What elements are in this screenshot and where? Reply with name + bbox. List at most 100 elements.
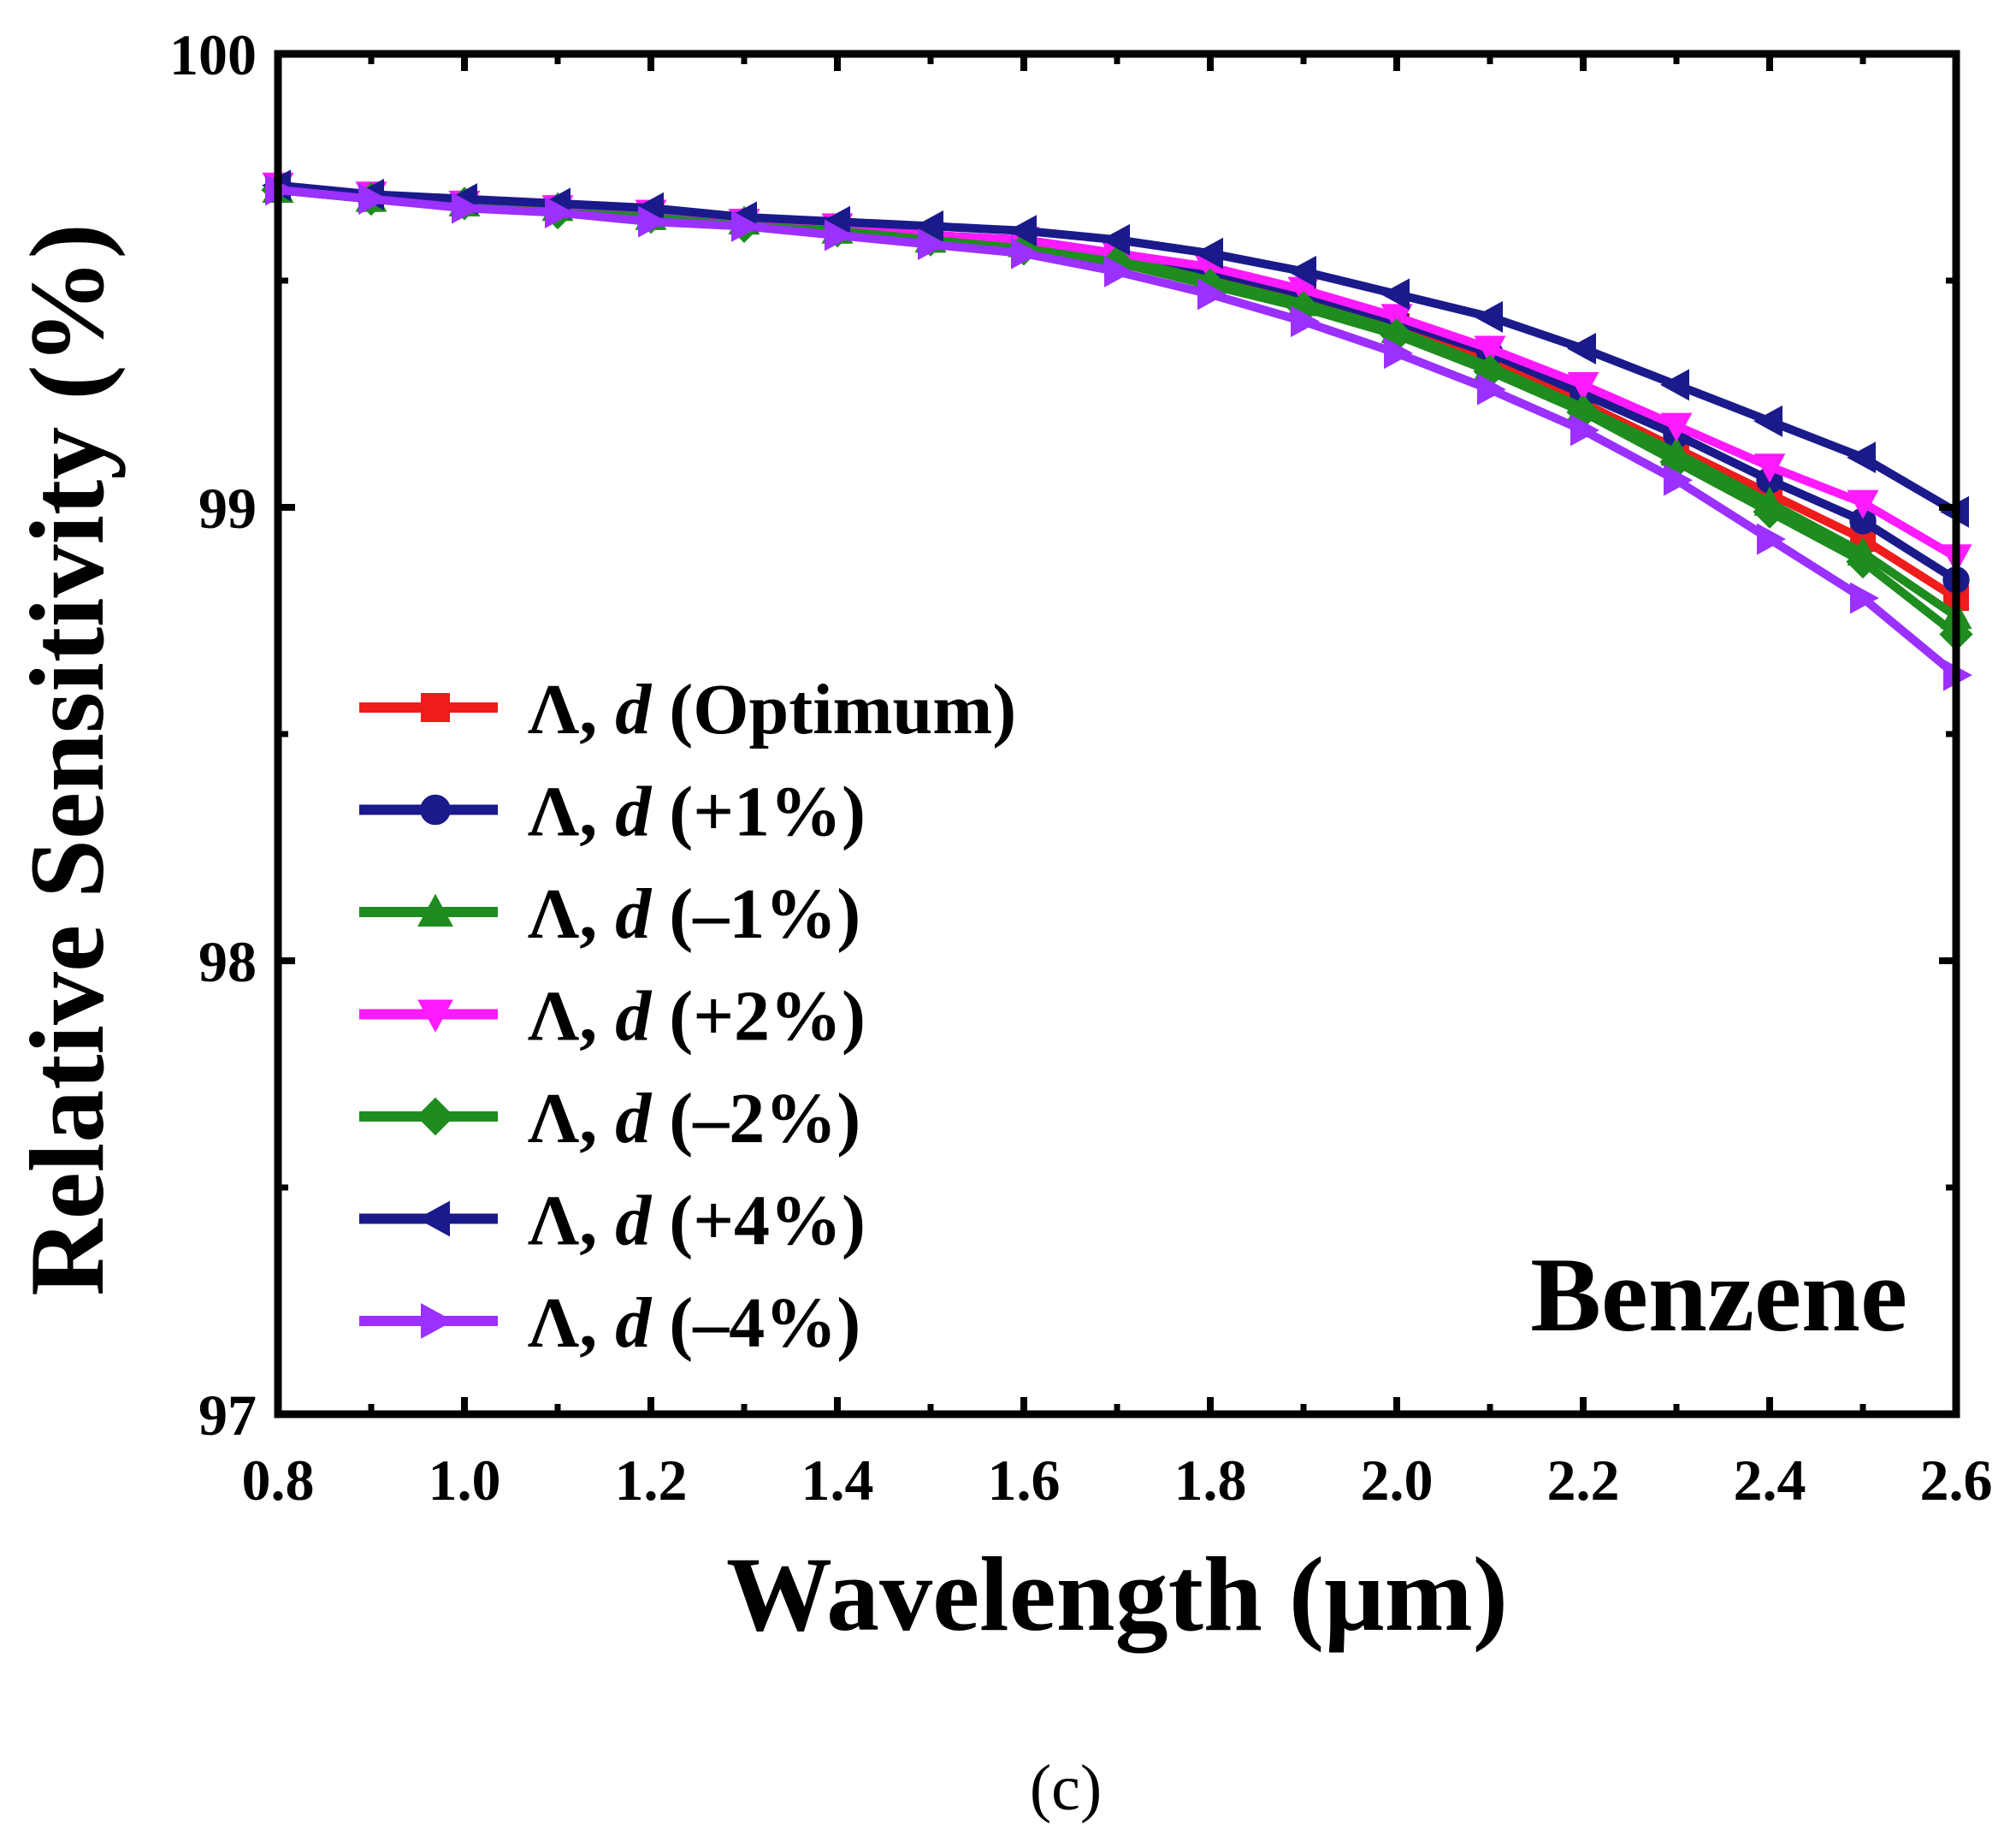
data-point — [1194, 237, 1223, 269]
data-point — [1660, 369, 1689, 401]
legend-item: Λ, d (+1%) — [359, 773, 866, 852]
legend-var: d — [615, 1182, 653, 1261]
legend-marker — [416, 1097, 455, 1136]
legend-marker — [421, 693, 450, 722]
legend-label: Λ, d (+2%) — [528, 977, 866, 1057]
data-point — [1850, 582, 1879, 614]
legend-prefix: Λ, — [528, 1079, 615, 1158]
legend-label: Λ, d (–2%) — [528, 1079, 860, 1158]
x-tick-label: 1.0 — [429, 1448, 501, 1513]
x-tick-label: 1.2 — [615, 1448, 688, 1513]
data-point — [1287, 255, 1316, 287]
legend-item: Λ, d (+4%) — [359, 1182, 866, 1261]
data-point — [1567, 371, 1599, 401]
data-point — [731, 210, 760, 242]
x-tick-label: 1.4 — [801, 1448, 874, 1513]
x-tick-label: 2.2 — [1547, 1448, 1620, 1513]
legend-var: d — [615, 977, 653, 1057]
annotation-benzene: Benzene — [1530, 1236, 1907, 1353]
x-tick-label: 1.8 — [1174, 1448, 1247, 1513]
legend-marker — [417, 1200, 450, 1237]
legend-marker — [417, 893, 453, 927]
legend-item: Λ, d (–4%) — [359, 1283, 860, 1363]
data-point — [1570, 414, 1599, 447]
data-point — [1753, 405, 1782, 437]
legend-item: Λ, d (–1%) — [359, 874, 860, 954]
x-axis-title: Wavelength (μm) — [726, 1536, 1508, 1654]
data-point — [1477, 373, 1506, 406]
data-point — [1660, 412, 1693, 442]
data-point — [545, 197, 574, 228]
legend-suffix: (+1%) — [651, 773, 866, 852]
data-point — [1011, 237, 1040, 269]
legend-item: Λ, d (Optimum) — [359, 670, 1016, 749]
legend-label: Λ, d (+1%) — [528, 773, 866, 852]
x-tick-label: 0.8 — [242, 1448, 315, 1513]
legend-prefix: Λ, — [528, 1283, 615, 1363]
legend-prefix: Λ, — [528, 773, 615, 852]
data-point — [914, 210, 943, 242]
data-point — [1567, 333, 1596, 364]
tick-labels: 0.8 1.0 1.2 1.4 1.6 1.8 2.0 2.2 2.4 2.6 97 98 99 100 — [169, 22, 1993, 1513]
data-point — [1101, 223, 1130, 256]
data-point — [1846, 544, 1880, 579]
data-point — [1291, 305, 1320, 338]
data-point — [1664, 464, 1693, 496]
legend-item: Λ, d (+2%) — [359, 977, 866, 1057]
legend: Λ, d (Optimum)Λ, d (+1%)Λ, d (–1%)Λ, d (… — [359, 670, 1016, 1363]
x-tick-label: 2.6 — [1920, 1448, 1993, 1513]
series-layer — [261, 169, 1973, 691]
data-point — [1008, 215, 1037, 247]
data-point — [638, 205, 667, 238]
legend-var: d — [615, 670, 653, 749]
data-point — [1380, 278, 1410, 311]
data-point — [1384, 337, 1413, 370]
legend-marker — [417, 999, 453, 1033]
legend-marker — [421, 1303, 454, 1339]
legend-label: Λ, d (–1%) — [528, 874, 860, 954]
legend-suffix: (–1%) — [651, 874, 860, 954]
legend-var: d — [615, 874, 653, 954]
y-axis-title: Relative Sensitivity (%) — [9, 223, 126, 1296]
data-point — [1757, 523, 1786, 555]
data-point — [1197, 278, 1227, 311]
legend-prefix: Λ, — [528, 1182, 615, 1261]
x-tick-label: 2.4 — [1734, 1448, 1806, 1513]
data-point — [918, 228, 947, 261]
data-point — [1474, 300, 1503, 333]
data-point — [1380, 304, 1413, 334]
series-6 — [265, 174, 1972, 691]
figure-caption: (c) — [1030, 1752, 1102, 1824]
x-tick-label: 2.0 — [1361, 1448, 1434, 1513]
legend-var: d — [615, 1079, 653, 1158]
data-point — [452, 192, 481, 224]
legend-var: d — [615, 773, 653, 852]
legend-prefix: Λ, — [528, 977, 615, 1057]
legend-label: Λ, d (+4%) — [528, 1182, 866, 1261]
legend-suffix: (–2%) — [651, 1079, 860, 1158]
data-point — [1847, 441, 1876, 474]
legend-suffix: (Optimum) — [651, 670, 1016, 749]
legend-label: Λ, d (–4%) — [528, 1283, 860, 1363]
legend-prefix: Λ, — [528, 670, 615, 749]
legend-suffix: (–4%) — [651, 1283, 860, 1363]
data-point — [1753, 453, 1786, 483]
legend-item: Λ, d (–2%) — [359, 1079, 860, 1158]
data-point — [1753, 495, 1787, 529]
y-tick-label: 99 — [198, 476, 257, 541]
axis-ticks — [275, 50, 1960, 1418]
data-point — [1104, 255, 1133, 287]
legend-marker — [420, 794, 451, 826]
data-point — [358, 183, 387, 216]
x-tick-label: 1.6 — [988, 1448, 1061, 1513]
legend-label: Λ, d (Optimum) — [528, 670, 1016, 749]
y-tick-label: 100 — [169, 22, 257, 87]
legend-suffix: (+4%) — [651, 1182, 866, 1261]
y-tick-label: 98 — [198, 929, 257, 994]
y-tick-label: 97 — [198, 1383, 257, 1448]
legend-prefix: Λ, — [528, 874, 615, 954]
legend-var: d — [615, 1283, 653, 1363]
data-point — [825, 219, 854, 252]
